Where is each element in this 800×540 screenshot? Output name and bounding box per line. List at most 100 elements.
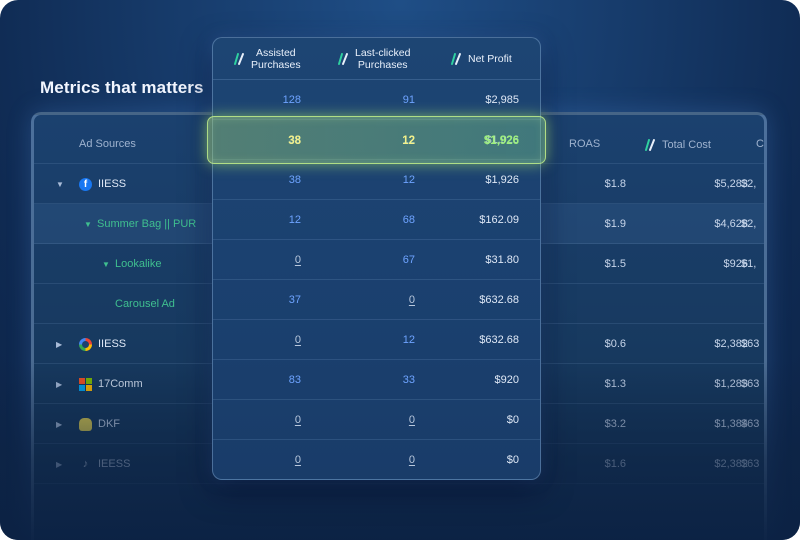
cut-off-cell: $2, <box>741 218 757 230</box>
last-clicked-cell[interactable]: 0 <box>408 294 415 306</box>
net-profit-cell: $1,926 <box>485 174 519 186</box>
net-profit-label: Net Profit <box>468 53 512 65</box>
total-cost-cell: $2,382 <box>714 458 748 470</box>
header-line: Assisted <box>255 47 296 59</box>
total-cost-cell: $2,382 <box>714 338 748 350</box>
highlight-last-clicked-value: 12 <box>402 135 415 147</box>
net-profit-cell: $0 <box>506 414 519 426</box>
highlight-net-profit-value: $1,926 <box>483 135 519 147</box>
assisted-cell[interactable]: 0 <box>294 334 301 346</box>
roas-cell: $1.6 <box>604 458 626 470</box>
source-label: Summer Bag || PUR <box>97 218 197 230</box>
cut-off-cell: $1, <box>741 258 757 270</box>
net-profit-cell: $1,926 <box>423 120 519 160</box>
last-clicked-cell: 12 <box>402 174 415 186</box>
total-cost-label: Total Cost <box>662 139 711 151</box>
table-row: 12 68 $162.09 <box>213 200 540 240</box>
table-row: 38 12 $1,926 <box>213 120 540 160</box>
assisted-cell: 37 <box>288 294 301 306</box>
header-line: Purchases <box>357 59 408 71</box>
source-cell: 17Comm <box>79 364 143 404</box>
assisted-cell: 83 <box>288 374 301 386</box>
last-clicked-cell[interactable]: 0 <box>408 414 415 426</box>
last-clicked-cell: 12 <box>323 120 415 160</box>
table-row: 38 12 $1,926 <box>213 160 540 200</box>
source-label: IIESS <box>98 338 127 350</box>
net-profit-header: Net Profit <box>450 38 540 80</box>
table-row: 37 0 $632.68 <box>213 280 540 320</box>
assisted-cell[interactable]: 0 <box>294 454 301 466</box>
table-row: 0 67 $31.80 <box>213 240 540 280</box>
net-profit-cell: $162.09 <box>479 214 519 226</box>
brand-logo-icon <box>234 53 244 65</box>
last-clicked-purchases-header: Last-clicked Purchases <box>337 38 447 80</box>
assisted-cell[interactable]: 0 <box>294 414 301 426</box>
card-header-row: Assisted Purchases Last-clicked Purchase… <box>213 38 540 80</box>
google-icon <box>79 337 92 351</box>
assisted-cell: 38 <box>213 120 301 160</box>
last-clicked-cell[interactable]: 0 <box>408 454 415 466</box>
header-line: Last-clicked <box>355 47 411 59</box>
roas-cell: $1.3 <box>604 378 626 390</box>
snapchat-icon <box>79 417 92 431</box>
cut-off-header: C <box>756 138 764 150</box>
source-cell: IIESS <box>79 324 126 364</box>
roas-cell <box>562 284 626 324</box>
last-clicked-cell: 67 <box>402 254 415 266</box>
last-clicked-cell: 68 <box>402 214 415 226</box>
microsoft-icon <box>79 377 92 391</box>
source-cell: f IIESS <box>79 164 126 204</box>
assisted-cell: 38 <box>288 174 301 186</box>
roas-cell: $1.9 <box>604 218 626 230</box>
last-clicked-cell: 12 <box>402 334 415 346</box>
table-row: 0 0 $0 <box>213 400 540 440</box>
total-cost-cell: $1,283 <box>714 378 748 390</box>
roas-cell: $1.5 <box>604 258 626 270</box>
brand-logo-icon <box>645 139 655 151</box>
net-profit-cell: $632.68 <box>479 334 519 346</box>
source-label: DKF <box>98 418 120 430</box>
cut-off-cell: $63 <box>741 418 760 430</box>
source-cell: DKF <box>79 404 120 444</box>
total-cost-cell: $1,384 <box>714 418 748 430</box>
roas-cell: $1.8 <box>604 178 626 190</box>
table-row: 0 0 $0 <box>213 440 540 479</box>
ad-sources-header: Ad Sources <box>79 138 136 150</box>
total-cost-cell: $4,628 <box>714 218 748 230</box>
highlight-assisted-value: 38 <box>288 135 301 147</box>
roas-cell: $3.2 <box>604 418 626 430</box>
assisted-purchases-label: Assisted Purchases <box>251 47 301 71</box>
assisted-cell[interactable]: 0 <box>294 254 301 266</box>
cut-off-cell: $63 <box>741 338 760 350</box>
caret-right-icon[interactable]: ▶ <box>56 339 63 349</box>
total-cost-cell: $926 <box>723 258 748 270</box>
source-label: 17Comm <box>98 378 143 390</box>
caret-down-icon[interactable]: ▼ <box>56 179 64 189</box>
roas-cell: $0.6 <box>604 338 626 350</box>
source-label: Lookalike <box>115 258 162 270</box>
net-profit-cell: $920 <box>494 374 519 386</box>
table-row: 0 12 $632.68 <box>213 320 540 360</box>
cut-off-cell: $63 <box>741 378 760 390</box>
tiktok-icon: ♪ <box>82 457 89 470</box>
source-cell: ♪ IEESS <box>79 444 131 484</box>
caret-right-icon[interactable]: ▶ <box>56 459 63 469</box>
total-cost-header: Total Cost <box>644 138 711 152</box>
assisted-purchases-header: Assisted Purchases <box>233 38 333 80</box>
page-title: Metrics that matters <box>40 78 204 97</box>
facebook-icon: f <box>79 177 92 191</box>
cut-off-cell <box>736 284 764 324</box>
net-profit-cell: $2,985 <box>485 94 519 106</box>
caret-down-icon[interactable]: ▼ <box>102 259 110 269</box>
roas-header: ROAS <box>569 138 601 150</box>
brand-logo-icon <box>451 53 461 65</box>
net-profit-cell: $0 <box>506 454 519 466</box>
caret-down-icon[interactable]: ▼ <box>84 219 92 229</box>
assisted-cell: 12 <box>288 214 301 226</box>
header-line: Purchases <box>251 59 301 71</box>
caret-right-icon[interactable]: ▶ <box>56 379 63 389</box>
caret-right-icon[interactable]: ▶ <box>56 419 63 429</box>
highlighted-row[interactable]: 38 12 $1,926 <box>207 116 546 164</box>
source-label: IEESS <box>98 458 131 470</box>
